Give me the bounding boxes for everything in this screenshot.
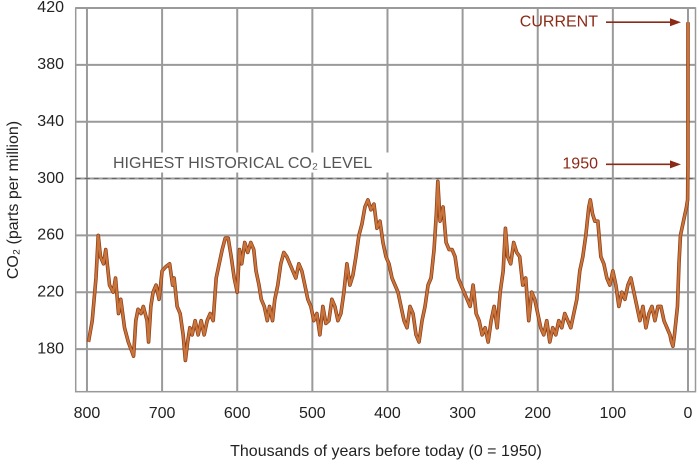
x-tick-label: 500 (299, 405, 326, 422)
x-axis-label: Thousands of years before today (0 = 195… (230, 443, 542, 460)
x-tick-label: 600 (224, 405, 251, 422)
reference-label-bg (108, 152, 444, 173)
x-tick-label: 400 (374, 405, 401, 422)
annotation: 1950 (562, 156, 598, 173)
line (87, 22, 690, 362)
arrow-head (670, 18, 681, 27)
y-tick-label: 180 (37, 340, 64, 357)
y-tick-label: 380 (37, 56, 64, 73)
x-tick-label: 700 (149, 405, 176, 422)
reference-label: HIGHEST HISTORICAL CO₂ LEVEL (113, 155, 372, 172)
x-tick-label: 200 (524, 405, 551, 422)
y-tick-label: 300 (37, 170, 64, 187)
y-tick-label: 340 (37, 113, 64, 130)
y-tick-label: 220 (37, 283, 64, 300)
x-tick-label: 300 (449, 405, 476, 422)
annotation: CURRENT (520, 13, 598, 30)
arrow-head (670, 160, 681, 169)
y-axis-label: CO₂ (parts per million) (5, 121, 22, 279)
x-tick-label: 100 (600, 405, 627, 422)
y-tick-label: 260 (37, 227, 64, 244)
y-tick-label: 420 (37, 0, 64, 16)
x-tick-label: 800 (74, 405, 101, 422)
x-tick-label: 0 (684, 405, 693, 422)
